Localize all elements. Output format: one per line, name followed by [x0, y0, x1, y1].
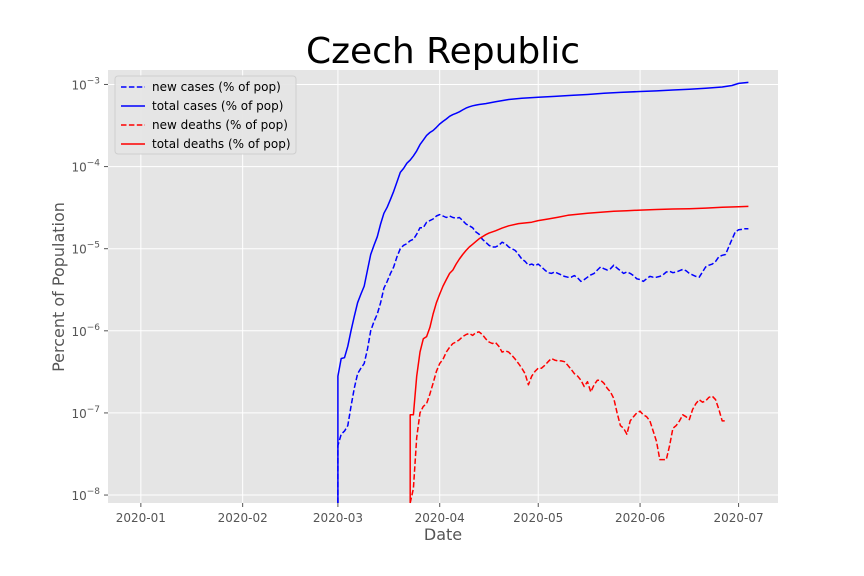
series-line-4 [409, 205, 749, 503]
y-tick-base: 10 [71, 407, 86, 421]
y-tick-exponent: −3 [87, 76, 100, 86]
x-tick-label: 2020-01 [116, 511, 166, 525]
legend-label-3: new deaths (% of pop) [152, 118, 288, 132]
grid [108, 70, 778, 503]
x-axis: 2020-01 2020-02 2020-03 2020-04 2020-05 2020-… [116, 503, 764, 525]
legend-label-2: total cases (% of pop) [152, 99, 283, 113]
series-layer [337, 81, 749, 504]
x-tick-label: 2020-06 [615, 511, 665, 525]
y-tick-base: 10 [71, 489, 86, 503]
chart-title: Czech Republic [306, 31, 580, 72]
y-tick-exponent: −7 [87, 405, 100, 415]
y-tick-label: 10−4 [71, 159, 100, 175]
legend: new cases (% of pop) total cases (% of po… [114, 75, 297, 155]
y-axis: 10−810−710−610−510−410−3 [71, 76, 108, 503]
y-tick-label: 10−3 [71, 76, 100, 92]
x-tick-label: 2020-07 [714, 511, 764, 525]
x-tick-label: 2020-05 [513, 511, 563, 525]
series-line-2 [337, 81, 749, 503]
y-tick-label: 10−5 [71, 241, 100, 257]
legend-label-4: total deaths (% of pop) [152, 137, 291, 151]
y-tick-exponent: −6 [87, 323, 101, 333]
y-tick-exponent: −4 [87, 159, 101, 169]
y-tick-base: 10 [71, 161, 86, 175]
y-tick-base: 10 [71, 243, 86, 257]
legend-box [114, 75, 297, 155]
y-axis-label: Percent of Population [49, 202, 68, 372]
y-tick-label: 10−8 [71, 487, 100, 503]
y-tick-label: 10−7 [71, 405, 100, 421]
y-tick-exponent: −8 [87, 487, 101, 497]
x-tick-label: 2020-04 [415, 511, 465, 525]
y-tick-exponent: −5 [87, 241, 100, 251]
legend-label-1: new cases (% of pop) [152, 80, 281, 94]
y-tick-label: 10−6 [71, 323, 100, 339]
y-tick-base: 10 [71, 78, 86, 92]
x-axis-label: Date [424, 525, 462, 544]
series-line-1 [337, 213, 749, 503]
y-tick-base: 10 [71, 325, 86, 339]
x-tick-label: 2020-03 [313, 511, 363, 525]
series-line-3 [409, 331, 726, 504]
x-tick-label: 2020-02 [218, 511, 268, 525]
